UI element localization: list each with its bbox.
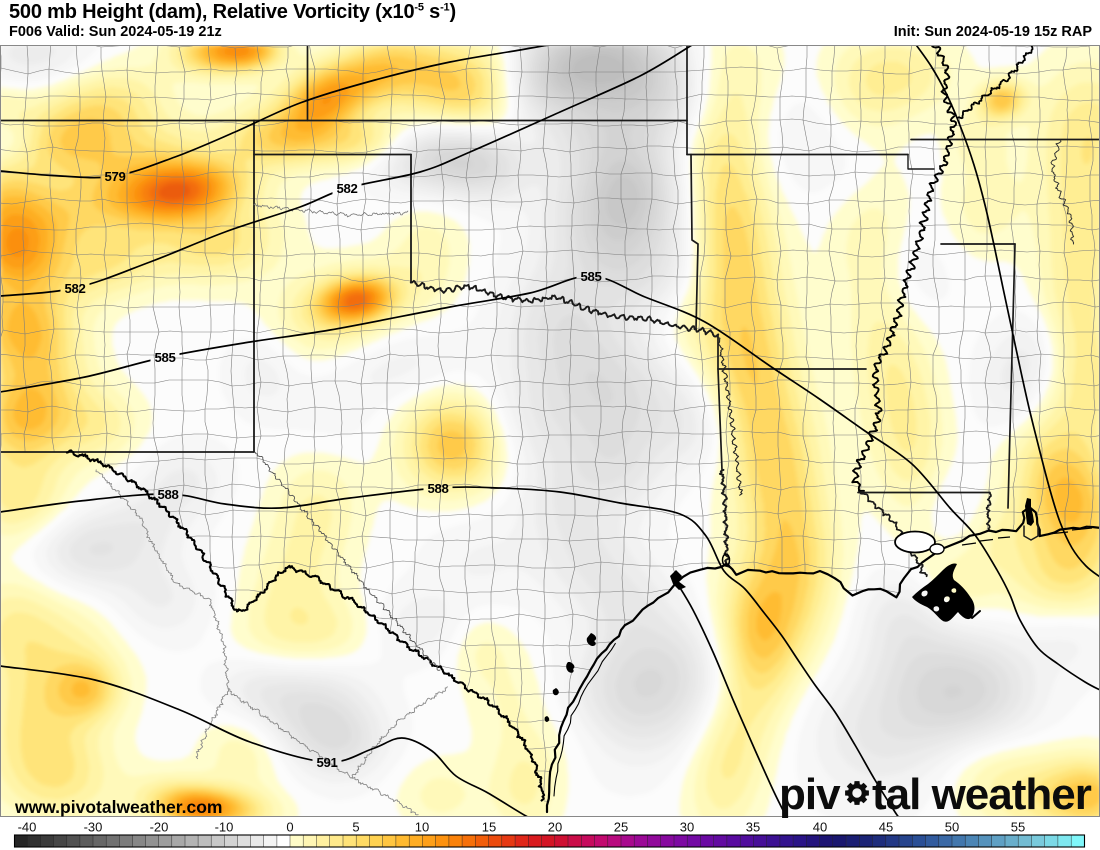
- svg-text:35: 35: [746, 820, 760, 835]
- svg-text:-10: -10: [215, 820, 234, 835]
- svg-text:-40: -40: [18, 820, 37, 835]
- svg-text:20: 20: [548, 820, 562, 835]
- svg-text:-30: -30: [84, 820, 103, 835]
- svg-text:591: 591: [316, 755, 337, 770]
- svg-text:15: 15: [482, 820, 496, 835]
- svg-text:www.pivotalweather.com: www.pivotalweather.com: [14, 797, 222, 817]
- svg-text:579: 579: [104, 169, 125, 184]
- svg-text:585: 585: [154, 350, 175, 365]
- svg-text:-20: -20: [150, 820, 169, 835]
- svg-text:0: 0: [286, 820, 293, 835]
- svg-text:40: 40: [813, 820, 827, 835]
- svg-text:10: 10: [415, 820, 429, 835]
- svg-text:piv: piv: [779, 770, 841, 819]
- svg-text:5: 5: [352, 820, 359, 835]
- svg-text:45: 45: [879, 820, 893, 835]
- svg-text:50: 50: [945, 820, 959, 835]
- svg-text:25: 25: [614, 820, 628, 835]
- svg-text:588: 588: [427, 481, 448, 496]
- svg-text:582: 582: [336, 181, 357, 196]
- svg-text:30: 30: [680, 820, 694, 835]
- svg-text:588: 588: [157, 487, 178, 502]
- svg-text:582: 582: [64, 281, 85, 296]
- svg-text:55: 55: [1011, 820, 1025, 835]
- svg-text:tal weather: tal weather: [872, 770, 1092, 819]
- svg-text:585: 585: [580, 269, 601, 284]
